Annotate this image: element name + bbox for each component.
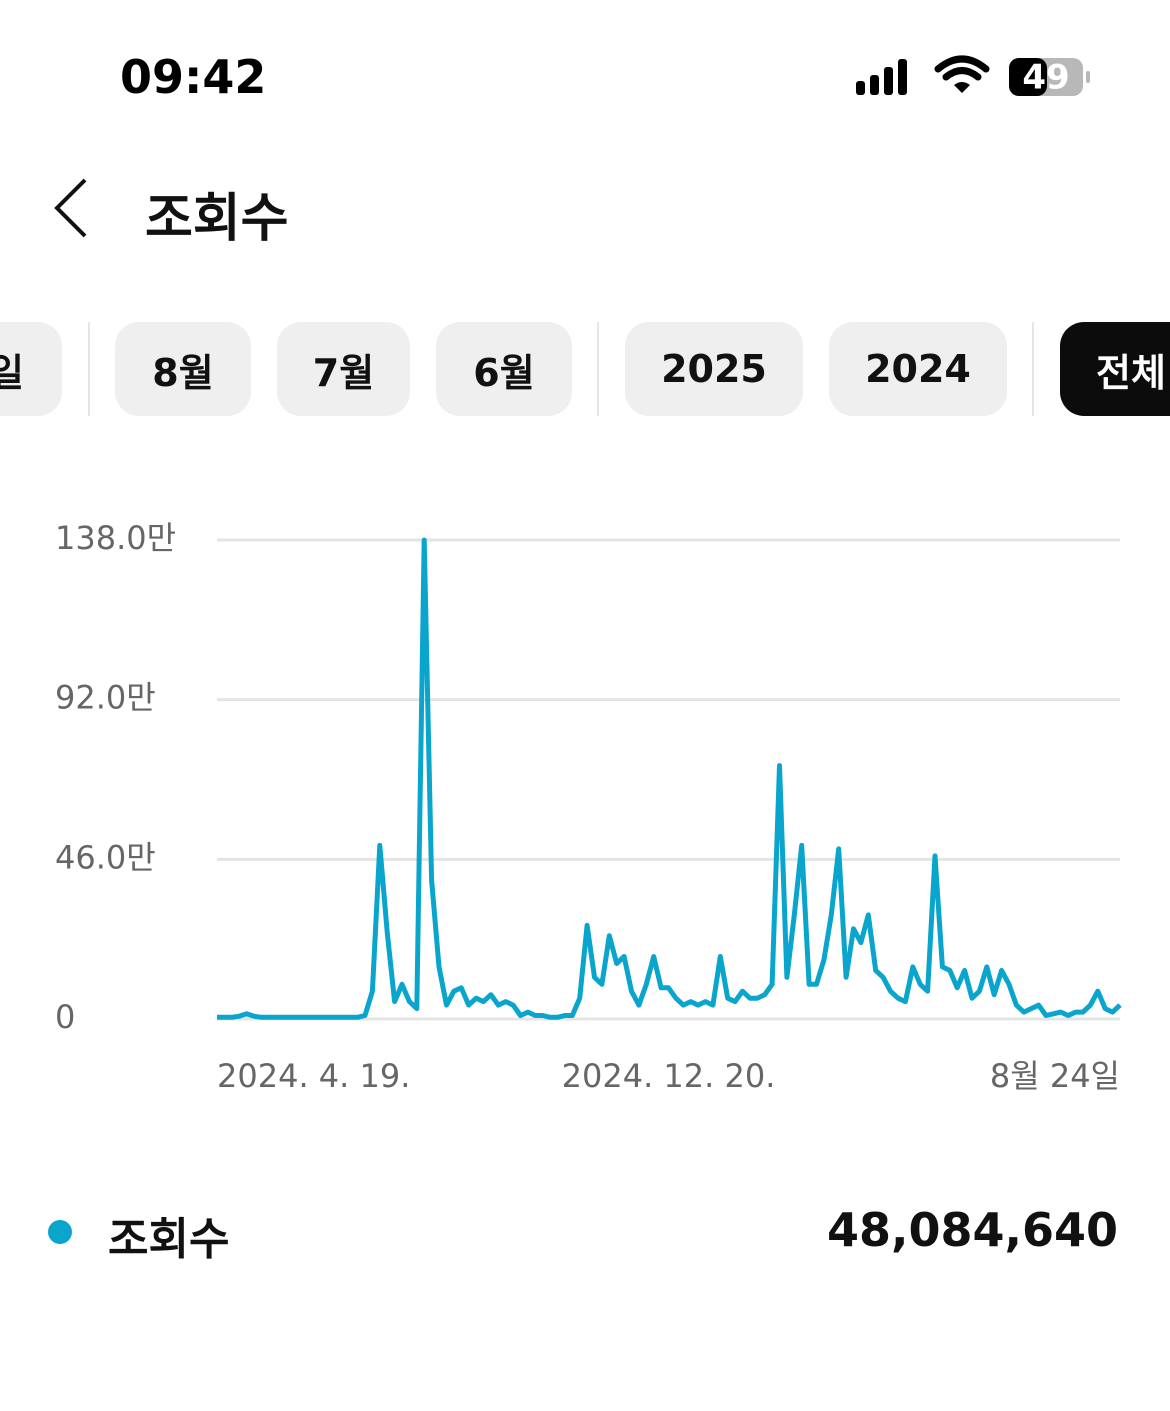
tab[interactable]: 일 — [0, 322, 62, 416]
x-tick-label: 2024. 12. 20. — [562, 1057, 776, 1095]
chart: 0 46.0만 92.0만 138.0만 2024. 4. 19. 2024. 12. 2… — [55, 519, 1122, 1095]
y-tick-label: 92.0만 — [55, 679, 156, 717]
tab[interactable]: 2024 — [829, 322, 1007, 416]
back-button[interactable] — [45, 170, 105, 250]
tab[interactable]: 6월 — [436, 322, 572, 416]
divider — [88, 322, 90, 416]
y-tick-label: 46.0만 — [55, 838, 156, 876]
status-time: 09:42 — [120, 50, 267, 104]
line — [217, 537, 1122, 1020]
divider — [597, 322, 599, 416]
tab[interactable]: 8월 — [115, 322, 251, 416]
status-icons: 49 — [856, 55, 1090, 98]
tab[interactable]: 7월 — [277, 322, 410, 416]
tab[interactable]: 2025 — [625, 322, 803, 416]
legend-label: 조회수 — [108, 1214, 230, 1265]
legend-marker — [48, 1220, 72, 1244]
tab-selected[interactable]: 전체 — [1060, 322, 1170, 416]
divider — [1032, 322, 1034, 416]
battery-level: 49 — [1022, 58, 1069, 98]
total-views: 48,084,640 — [826, 1203, 1118, 1257]
tab-label: 일 — [0, 350, 24, 395]
y-tick-label: 0 — [55, 998, 75, 1036]
x-tick-label: 2024. 4. 19. — [217, 1057, 410, 1095]
page-title: 조회수 — [145, 189, 289, 249]
x-tick-label: 8월 24일 — [990, 1057, 1120, 1095]
y-tick-label: 138.0만 — [55, 519, 176, 557]
